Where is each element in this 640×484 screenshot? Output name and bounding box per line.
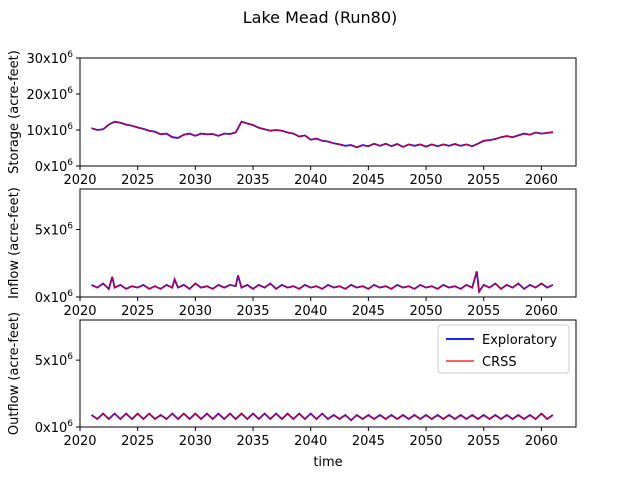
y-axis-label: Storage (acre-feet) (7, 50, 22, 174)
y-tick-label: 0x106 (35, 419, 74, 436)
y-tick-label: 5x106 (35, 352, 74, 369)
x-tick-label: 2020 (63, 173, 96, 188)
x-tick-label: 2045 (352, 173, 385, 188)
x-tick-label: 2055 (467, 173, 500, 188)
x-tick-label: 2040 (294, 434, 327, 449)
x-tick-label: 2060 (525, 304, 558, 319)
axes-frame (79, 319, 577, 428)
y-axis-label: Inflow (acre-feet) (7, 187, 22, 299)
x-tick-label: 2035 (236, 434, 269, 449)
panel-1: 2020 2025 2030 2035 2040 2045 2050 2055 2060 0x10… (7, 50, 577, 188)
figure-title: Lake Mead (Run80) (243, 8, 398, 27)
x-tick-label: 2060 (525, 434, 558, 449)
y-tick-label: 0x106 (35, 158, 74, 175)
panel-2: 2020 2025 2030 2035 2040 2045 2050 2055 2060 0x10… (7, 187, 577, 319)
y-tick-label: 5x106 (35, 222, 74, 239)
x-tick-label: 2060 (525, 173, 558, 188)
x-tick-label: 2045 (352, 304, 385, 319)
x-tick-label: 2055 (467, 304, 500, 319)
y-tick-label: 10x106 (26, 122, 73, 139)
panel-3: 2020 2025 2030 2035 2040 2045 2050 2055 2060 0x10… (7, 312, 577, 470)
x-tick-label: 2040 (294, 173, 327, 188)
x-tick-label: 2050 (409, 434, 442, 449)
y-axis-label: Outflow (acre-feet) (7, 312, 22, 435)
x-tick-label: 2050 (409, 304, 442, 319)
series-line-crss (91, 412, 554, 422)
axes-frame (79, 57, 577, 167)
series-line-crss (91, 120, 553, 148)
x-tick-label: 2020 (63, 434, 96, 449)
y-tick-label: 20x106 (26, 86, 73, 103)
x-tick-label: 2040 (294, 304, 327, 319)
x-tick-label: 2025 (121, 434, 154, 449)
x-tick-label: 2025 (121, 173, 154, 188)
x-tick-label: 2030 (179, 304, 212, 319)
axes-frame (79, 188, 577, 298)
x-axis-label: time (313, 455, 342, 470)
x-tick-label: 2020 (63, 304, 96, 319)
x-tick-label: 2050 (409, 173, 442, 188)
x-tick-label: 2025 (121, 304, 154, 319)
legend-label-crss: CRSS (482, 355, 517, 370)
x-tick-label: 2030 (179, 173, 212, 188)
y-tick-label: 30x106 (26, 50, 73, 67)
series-line-crss (91, 271, 554, 294)
x-tick-label: 2030 (179, 434, 212, 449)
x-tick-label: 2055 (467, 434, 500, 449)
x-tick-label: 2035 (236, 304, 269, 319)
y-tick-label: 0x106 (35, 289, 74, 306)
legend: Exploratory CRSS (437, 324, 570, 374)
x-tick-label: 2045 (352, 434, 385, 449)
legend-label-exploratory: Exploratory (482, 333, 557, 348)
x-tick-label: 2035 (236, 173, 269, 188)
